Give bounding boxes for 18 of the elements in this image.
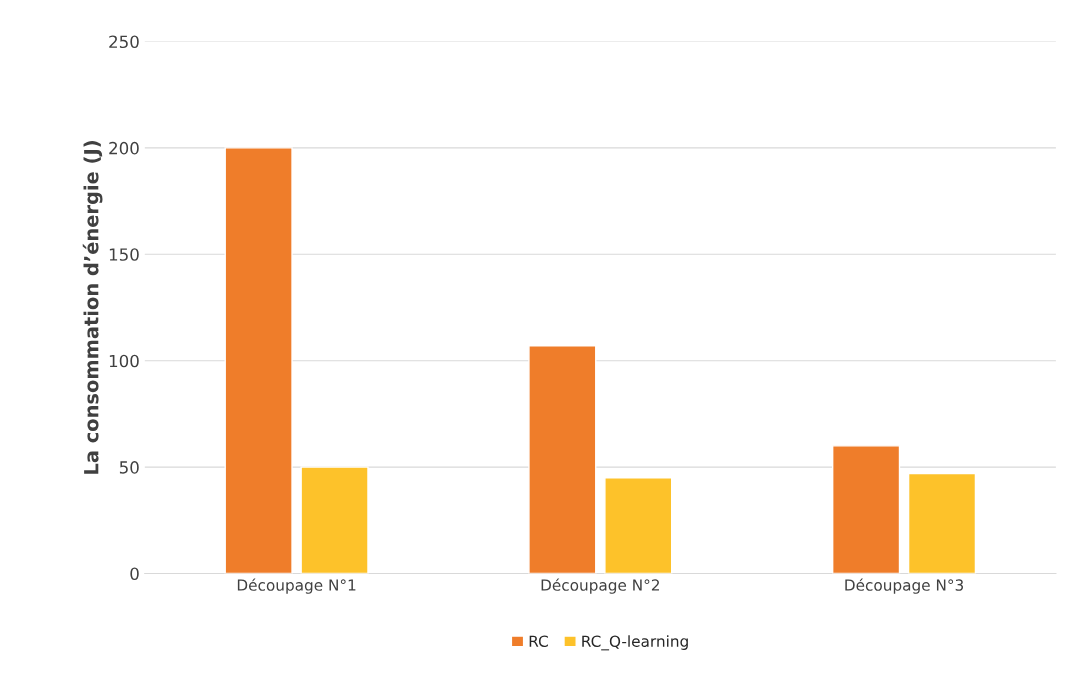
- bar: [300, 466, 369, 574]
- legend-label: RC_Q-learning: [582, 635, 688, 651]
- x-tick-label: Découpage N°2: [541, 578, 659, 594]
- y-tick-label: 150: [109, 248, 139, 261]
- y-axis-title: La consommation d’énergie (J): [82, 141, 103, 474]
- y-tick-label: 250: [109, 35, 139, 49]
- bar: [831, 445, 901, 574]
- x-tick-label: Découpage N°1: [237, 578, 356, 594]
- bar: [224, 147, 293, 574]
- y-tick-label: 100: [109, 354, 139, 368]
- y-tick-label: 0: [130, 567, 139, 581]
- y-tick-label: 50: [119, 461, 139, 474]
- y-tick-label: 200: [109, 141, 139, 155]
- bar: [528, 345, 597, 574]
- legend-label: RC: [529, 635, 548, 647]
- bar: [604, 477, 673, 574]
- bar: [907, 472, 977, 574]
- x-tick-label: Découpage N°3: [845, 578, 964, 594]
